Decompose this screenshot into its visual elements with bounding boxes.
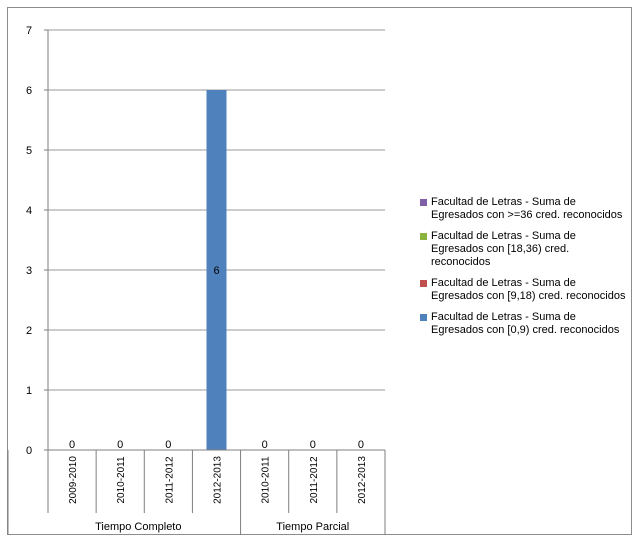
bar xyxy=(206,90,227,450)
x-tick-label: 2011-2012 xyxy=(309,456,320,504)
x-tick-label: 2012-2013 xyxy=(213,456,224,504)
data-label: 6 xyxy=(213,265,219,277)
data-label: 0 xyxy=(117,439,123,451)
legend-label: Facultad de Letras - Suma de Egresados c… xyxy=(431,311,620,336)
data-label: 0 xyxy=(310,439,316,451)
y-tick-label: 3 xyxy=(26,265,32,277)
x-group-label: Tiempo Completo xyxy=(95,521,181,533)
chart-frame xyxy=(7,7,632,535)
legend-item: Facultad de Letras - Suma de Egresados c… xyxy=(420,311,630,337)
y-tick-label: 1 xyxy=(26,385,32,397)
x-tick-label: 2010-2011 xyxy=(116,456,127,504)
data-label: 0 xyxy=(69,439,75,451)
x-tick-label: 2009-2010 xyxy=(68,456,79,504)
x-group-label: Tiempo Parcial xyxy=(276,521,349,533)
legend-label: Facultad de Letras - Suma de Egresados c… xyxy=(431,230,576,268)
legend-item: Facultad de Letras - Suma de Egresados c… xyxy=(420,230,630,269)
y-tick-label: 7 xyxy=(26,25,32,37)
data-label: 0 xyxy=(165,439,171,451)
y-tick-label: 0 xyxy=(26,445,32,457)
legend-item: Facultad de Letras - Suma de Egresados c… xyxy=(420,196,630,222)
legend-item: Facultad de Letras - Suma de Egresados c… xyxy=(420,277,630,303)
x-tick-label: 2010-2011 xyxy=(261,456,272,504)
legend-label: Facultad de Letras - Suma de Egresados c… xyxy=(431,277,626,302)
legend-swatch xyxy=(420,280,427,287)
y-tick-label: 2 xyxy=(26,325,32,337)
y-tick-label: 4 xyxy=(26,205,32,217)
legend: Facultad de Letras - Suma de Egresados c… xyxy=(420,196,630,345)
x-tick-label: 2012-2013 xyxy=(357,456,368,504)
legend-swatch xyxy=(420,314,427,321)
data-label: 0 xyxy=(262,439,268,451)
data-label: 0 xyxy=(358,439,364,451)
y-tick-label: 6 xyxy=(26,85,32,97)
x-tick-label: 2011-2012 xyxy=(164,456,175,504)
y-tick-label: 5 xyxy=(26,145,32,157)
legend-label: Facultad de Letras - Suma de Egresados c… xyxy=(431,196,623,221)
legend-swatch xyxy=(420,233,427,240)
legend-swatch xyxy=(420,199,427,206)
